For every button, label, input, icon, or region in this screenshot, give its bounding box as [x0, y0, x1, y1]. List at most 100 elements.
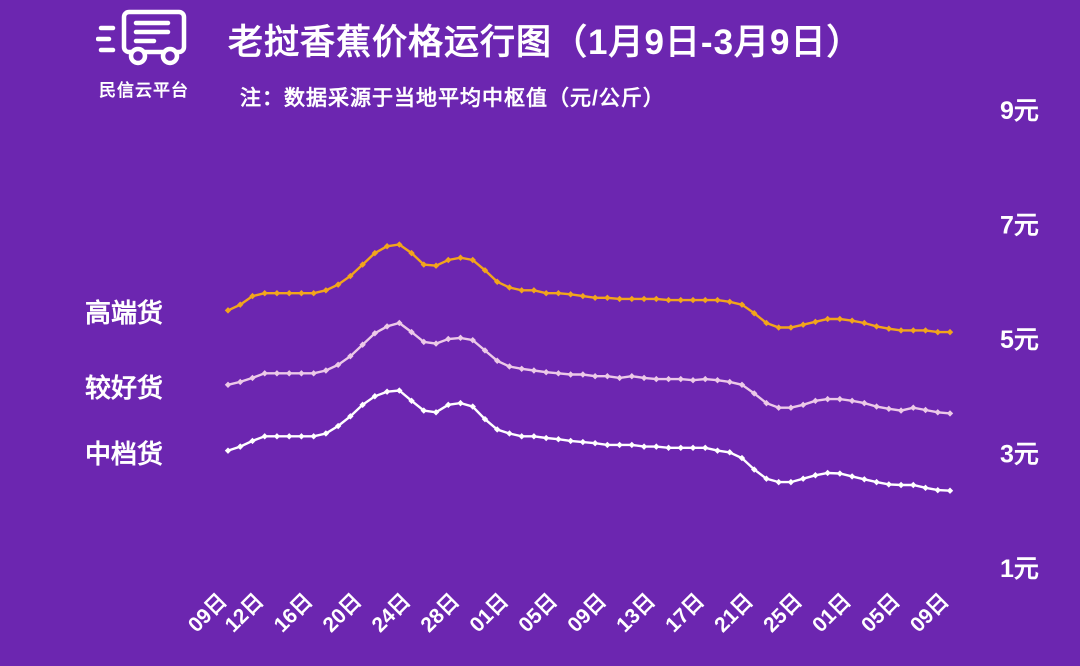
data-point-marker: [861, 319, 868, 327]
data-point-marker: [396, 319, 403, 327]
data-point-marker: [432, 262, 440, 269]
data-point-marker: [702, 296, 709, 304]
data-point-marker: [922, 484, 929, 492]
data-point-marker: [530, 287, 538, 294]
data-point-marker: [237, 378, 244, 386]
data-point-marker: [653, 295, 660, 303]
data-point-marker: [298, 433, 305, 440]
data-point-marker: [322, 287, 330, 294]
data-point-marker: [481, 415, 489, 423]
data-point-marker: [383, 243, 391, 250]
data-point-marker: [567, 291, 574, 298]
data-point-marker: [910, 404, 917, 411]
x-axis-label: 09日: [563, 589, 611, 637]
data-point-marker: [665, 444, 672, 451]
page-title: 老挝香蕉价格运行图（1月9日-3月9日）: [228, 23, 863, 62]
data-point-marker: [567, 371, 574, 378]
data-point-marker: [530, 367, 538, 374]
data-point-marker: [310, 290, 317, 297]
data-point-marker: [494, 426, 501, 433]
data-point-marker: [665, 296, 672, 304]
data-point-marker: [408, 397, 415, 405]
data-point-marker: [628, 441, 636, 449]
data-point-marker: [946, 410, 954, 417]
data-point-marker: [420, 261, 427, 268]
data-point-marker: [689, 444, 697, 451]
data-point-marker: [640, 374, 648, 382]
data-point-marker: [922, 327, 929, 334]
data-point-marker: [445, 401, 452, 409]
data-point-marker: [787, 404, 795, 411]
data-point-marker: [469, 256, 476, 264]
x-axis-label: 05日: [514, 589, 562, 637]
y-axis-label: 7元: [1000, 212, 1039, 240]
data-point-marker: [934, 486, 941, 494]
data-point-marker: [751, 390, 758, 397]
data-point-marker: [934, 328, 941, 336]
data-point-marker: [738, 301, 746, 308]
data-point-marker: [494, 278, 501, 285]
data-point-marker: [885, 405, 893, 413]
data-point-marker: [432, 409, 440, 416]
data-point-marker: [591, 373, 599, 380]
data-point-marker: [518, 365, 525, 372]
data-point-marker: [481, 267, 489, 274]
data-point-marker: [677, 444, 684, 451]
data-point-marker: [273, 433, 281, 440]
data-point-marker: [812, 318, 819, 326]
data-point-marker: [310, 370, 317, 377]
data-point-marker: [334, 422, 342, 430]
data-point-marker: [285, 433, 293, 440]
data-point-marker: [885, 481, 893, 488]
x-axis-label: 16日: [270, 589, 318, 637]
x-axis-label: 21日: [710, 589, 758, 637]
data-point-marker: [261, 370, 268, 377]
data-point-marker: [665, 375, 672, 383]
x-axis-label: 24日: [368, 589, 416, 637]
data-point-marker: [885, 325, 893, 332]
data-point-marker: [579, 438, 587, 446]
data-point-marker: [249, 437, 256, 445]
data-point-marker: [836, 395, 844, 403]
data-point-marker: [224, 447, 232, 454]
data-point-marker: [555, 290, 562, 297]
chart-note: 注：数据采源于当地平均中枢值（元/公斤）: [240, 87, 665, 110]
data-point-marker: [567, 437, 574, 445]
x-axis-label: 12日: [221, 589, 269, 637]
data-point-marker: [249, 292, 256, 300]
data-point-marker: [910, 481, 917, 489]
data-point-marker: [591, 294, 599, 301]
data-point-marker: [322, 430, 330, 437]
data-point-marker: [396, 387, 403, 394]
data-point-marker: [249, 374, 256, 382]
data-point-marker: [359, 341, 366, 348]
data-point-marker: [775, 404, 782, 411]
data-point-marker: [702, 444, 709, 451]
data-point-marker: [383, 388, 391, 395]
data-point-marker: [848, 397, 856, 405]
data-point-marker: [702, 375, 709, 383]
data-point-marker: [396, 241, 403, 248]
data-point-marker: [469, 403, 476, 410]
x-axis-label: 01日: [465, 589, 513, 637]
x-axis-label: 05日: [857, 589, 905, 637]
data-point-marker: [714, 377, 721, 384]
data-point-marker: [861, 399, 868, 407]
data-point-marker: [946, 328, 954, 336]
data-point-marker: [604, 441, 611, 449]
data-point-marker: [897, 327, 905, 334]
series-label-premium: 高端货: [85, 298, 164, 329]
data-point-marker: [824, 315, 831, 323]
data-point-marker: [873, 323, 880, 330]
data-point-marker: [751, 310, 758, 317]
data-point-marker: [371, 393, 379, 400]
y-axis-label: 5元: [1000, 326, 1039, 354]
data-point-marker: [469, 336, 476, 344]
data-point-marker: [445, 335, 452, 343]
data-point-marker: [628, 295, 636, 303]
data-point-marker: [677, 296, 684, 304]
truck-icon: [95, 9, 187, 66]
data-point-marker: [689, 296, 697, 304]
logo: 民信云平台: [86, 6, 202, 101]
